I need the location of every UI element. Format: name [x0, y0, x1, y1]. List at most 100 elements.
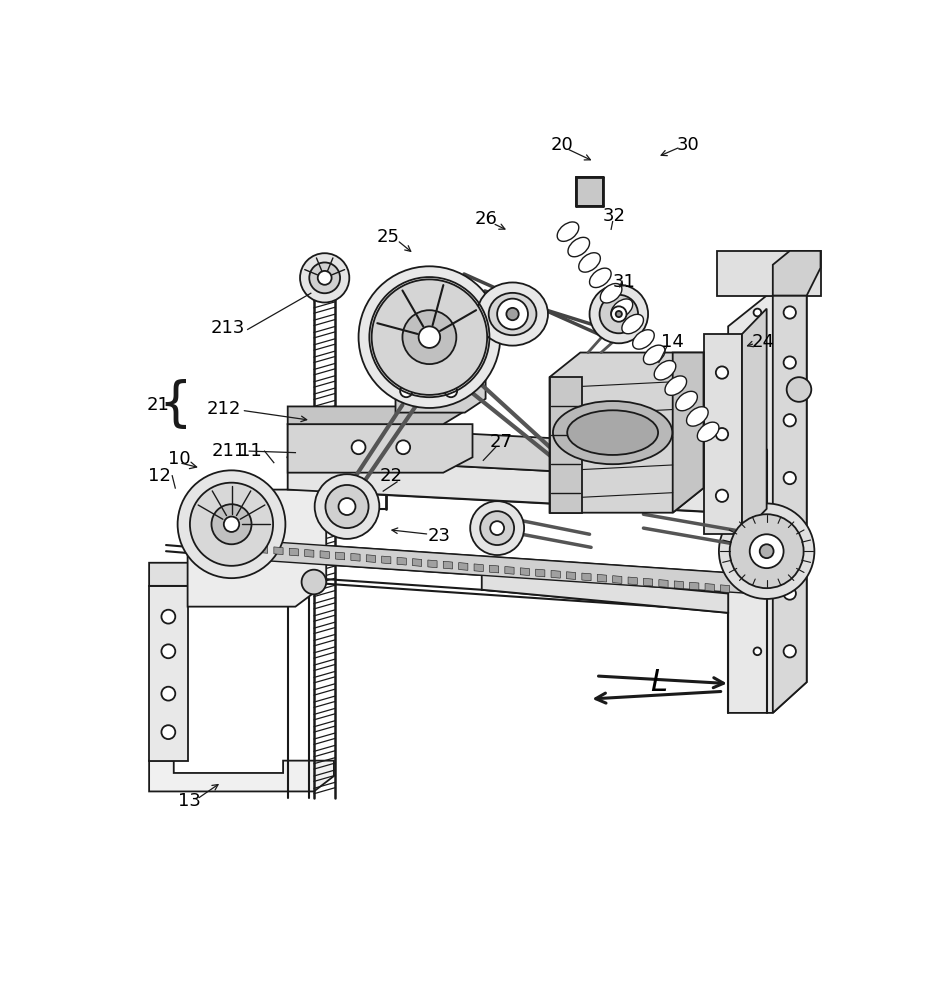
Polygon shape — [288, 406, 473, 424]
Circle shape — [302, 570, 326, 594]
Circle shape — [616, 311, 622, 317]
Text: 11: 11 — [240, 442, 262, 460]
Polygon shape — [773, 296, 807, 713]
Polygon shape — [674, 581, 683, 589]
Ellipse shape — [478, 282, 548, 346]
Polygon shape — [258, 546, 268, 553]
Ellipse shape — [611, 299, 633, 318]
Polygon shape — [274, 547, 283, 555]
Polygon shape — [188, 490, 326, 607]
Polygon shape — [413, 559, 422, 566]
Polygon shape — [520, 568, 529, 576]
Circle shape — [754, 590, 761, 597]
Circle shape — [358, 266, 500, 408]
Polygon shape — [351, 553, 360, 561]
Circle shape — [325, 485, 368, 528]
Text: 32: 32 — [603, 207, 626, 225]
Ellipse shape — [676, 391, 697, 411]
Ellipse shape — [568, 237, 589, 257]
Circle shape — [224, 517, 239, 532]
Polygon shape — [742, 309, 767, 534]
Ellipse shape — [489, 293, 537, 335]
Polygon shape — [582, 573, 591, 581]
Ellipse shape — [567, 410, 658, 455]
Circle shape — [212, 504, 252, 544]
Polygon shape — [367, 555, 375, 562]
Circle shape — [300, 253, 350, 302]
Ellipse shape — [622, 314, 644, 334]
Polygon shape — [149, 547, 239, 586]
Polygon shape — [673, 353, 703, 513]
Circle shape — [162, 725, 175, 739]
Polygon shape — [320, 551, 329, 559]
Polygon shape — [705, 584, 714, 591]
Circle shape — [787, 377, 811, 402]
Circle shape — [480, 511, 514, 545]
Polygon shape — [444, 561, 452, 569]
Circle shape — [611, 306, 627, 322]
Polygon shape — [459, 563, 468, 570]
Circle shape — [754, 416, 761, 424]
Ellipse shape — [665, 376, 686, 395]
Circle shape — [784, 587, 796, 600]
Ellipse shape — [579, 253, 601, 272]
Polygon shape — [703, 334, 742, 534]
Polygon shape — [239, 540, 751, 594]
Ellipse shape — [686, 407, 708, 426]
Circle shape — [750, 534, 784, 568]
Circle shape — [507, 308, 519, 320]
Polygon shape — [243, 544, 252, 552]
Text: 21: 21 — [147, 396, 170, 414]
Text: 26: 26 — [475, 210, 498, 228]
Polygon shape — [550, 353, 703, 513]
Circle shape — [402, 310, 456, 364]
Polygon shape — [716, 251, 821, 296]
Circle shape — [784, 306, 796, 319]
Ellipse shape — [697, 422, 719, 442]
Polygon shape — [597, 574, 606, 582]
Polygon shape — [567, 572, 575, 579]
Polygon shape — [288, 424, 473, 473]
Text: 31: 31 — [613, 273, 635, 291]
Circle shape — [470, 501, 525, 555]
Circle shape — [760, 544, 774, 558]
Circle shape — [784, 530, 796, 542]
Circle shape — [497, 299, 528, 329]
Text: L: L — [650, 668, 667, 697]
Text: 22: 22 — [380, 467, 402, 485]
Circle shape — [491, 521, 504, 535]
Circle shape — [418, 326, 440, 348]
Text: 212: 212 — [207, 400, 241, 418]
Circle shape — [716, 428, 728, 440]
Text: 20: 20 — [551, 136, 573, 154]
Text: 23: 23 — [427, 527, 450, 545]
Text: 211: 211 — [212, 442, 246, 460]
Circle shape — [445, 385, 457, 397]
Polygon shape — [550, 377, 582, 513]
Polygon shape — [728, 296, 807, 713]
Text: 13: 13 — [178, 792, 200, 810]
Circle shape — [754, 474, 761, 482]
Polygon shape — [720, 585, 729, 593]
Circle shape — [397, 440, 410, 454]
Ellipse shape — [643, 345, 665, 365]
Circle shape — [784, 356, 796, 369]
Text: 24: 24 — [751, 333, 775, 351]
Circle shape — [754, 532, 761, 540]
Circle shape — [719, 503, 814, 599]
Text: 30: 30 — [677, 136, 699, 154]
Circle shape — [716, 366, 728, 379]
Text: {: { — [159, 379, 192, 431]
Text: 14: 14 — [661, 333, 684, 351]
Circle shape — [338, 498, 355, 515]
Bar — [575, 177, 603, 206]
Polygon shape — [628, 577, 637, 585]
Circle shape — [600, 295, 638, 333]
Polygon shape — [505, 567, 514, 574]
Circle shape — [784, 645, 796, 657]
Circle shape — [729, 514, 804, 588]
Circle shape — [754, 647, 761, 655]
Text: 213: 213 — [211, 319, 244, 337]
Polygon shape — [428, 560, 437, 568]
Polygon shape — [305, 550, 314, 557]
